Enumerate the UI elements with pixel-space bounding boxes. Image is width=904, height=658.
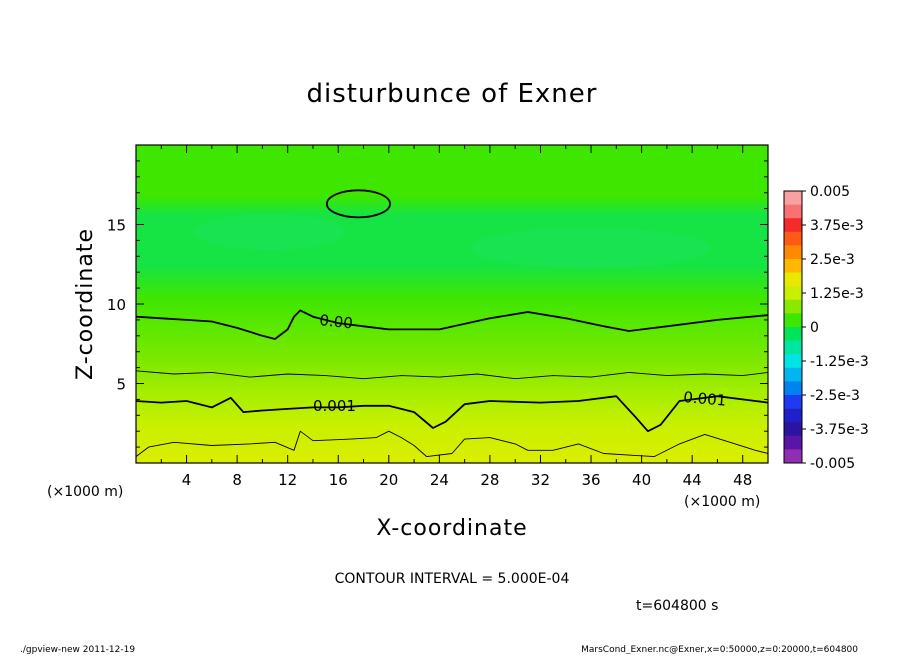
y-axis-title: Z-coordinate [73,228,98,380]
colorbar-cell [784,408,802,423]
x-tick-label: 40 [632,471,651,489]
colorbar-label: 1.25e-3 [810,286,864,302]
contour-label: 0.00 [319,311,354,332]
colorbar-cell [784,327,802,341]
x-tick-label: 48 [733,471,752,489]
contour-interval-note: CONTOUR INTERVAL = 5.000E-04 [335,571,570,587]
x-axis-unit-left: (×1000 m) [47,484,123,500]
x-tick-label: 36 [581,471,600,489]
x-tick-label: 16 [329,471,348,489]
x-tick-label: 8 [232,471,242,489]
footer-right: MarsCond_Exner.nc@Exner,x=0:50000,z=0:20… [581,645,858,654]
x-axis-unit-right: (×1000 m) [684,494,760,510]
colorbar-cell [784,395,802,409]
contour-line [136,395,768,433]
colorbar-cell [784,449,802,464]
colorbar-cell [784,354,802,369]
colorbar-label: -1.25e-3 [810,354,869,370]
colorbar-cell [784,231,802,246]
min-patch [195,214,345,250]
contour-labels: 0.00 0.001 0.001 [313,311,727,415]
colorbar-cell [784,340,802,355]
colorbar-cell [784,313,802,328]
x-axis-title: X-coordinate [376,516,527,541]
contour-label: 0.001 [313,397,356,415]
closed-contour [325,189,391,219]
y-tick-label: 15 [107,217,126,235]
colorbar-cells [784,191,802,464]
x-tick-label: 12 [278,471,297,489]
x-tick-label: 24 [430,471,449,489]
contour-label: 0.001 [683,388,727,410]
colorbar-label: 0 [810,320,819,336]
colorbar: 0.005 3.75e-3 2.5e-3 1.25e-3 0 -1.25e-3 -2.5e-… [783,184,869,472]
colorbar-label: 3.75e-3 [810,218,864,234]
colorbar-cell [784,422,802,437]
time-note: t=604800 s [636,598,718,614]
footer-left: ./gpview-new 2011-12-19 [20,645,135,654]
x-tick-label: 20 [379,471,398,489]
colorbar-label: -3.75e-3 [810,422,869,438]
x-tick-label: 32 [531,471,550,489]
colorbar-label: 2.5e-3 [810,252,855,268]
chart-title: disturbunce of Exner [307,79,598,109]
colorbar-cell [784,381,802,396]
contour-line [136,370,768,380]
y-ticks: 5 10 15 [107,160,768,448]
colorbar-cell [784,286,802,301]
colorbar-cell [784,218,802,233]
y-tick-label: 10 [107,296,126,314]
x-tick-label: 44 [683,471,702,489]
colorbar-cell [784,245,802,260]
colorbar-label: -0.005 [810,456,855,472]
colorbar-cell [784,259,802,273]
colorbar-label: -2.5e-3 [810,388,860,404]
colorbar-cell [784,204,802,219]
x-ticks: 4 8 12 16 20 24 28 32 36 40 44 48 [160,145,752,489]
x-tick-label: 28 [480,471,499,489]
colorbar-cell [784,299,802,314]
colorbar-cell [784,272,802,287]
x-tick-label: 4 [182,471,192,489]
colorbar-cell [784,191,802,205]
colorbar-cell [784,367,802,382]
colorbar-cell [784,435,802,450]
contour-line [136,309,768,340]
y-tick-label: 5 [116,376,126,394]
colorbar-label: 0.005 [810,184,850,200]
colorbar-labels: 0.005 3.75e-3 2.5e-3 1.25e-3 0 -1.25e-3 -2.5e-… [802,184,869,472]
min-patch [470,228,710,268]
